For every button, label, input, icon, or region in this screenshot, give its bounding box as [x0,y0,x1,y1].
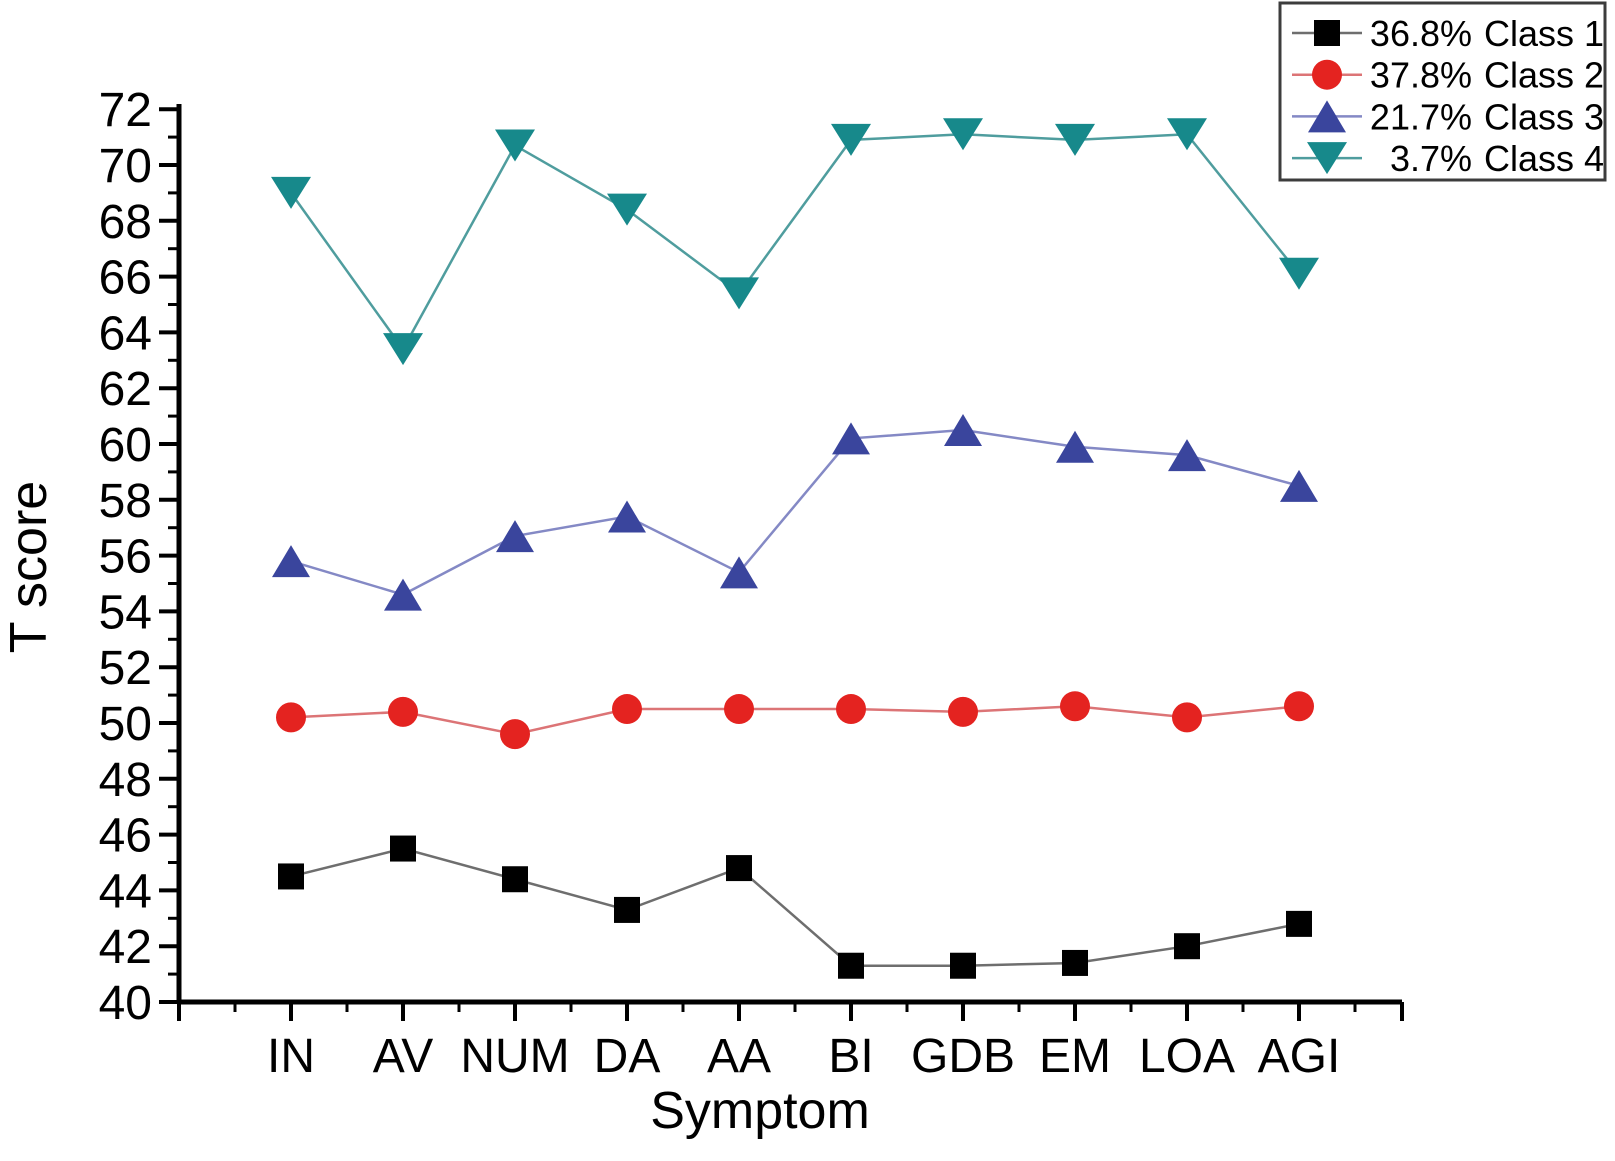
y-axis-title: T score [0,481,58,653]
y-tick-label: 52 [99,642,152,695]
point-class-1-DA [614,896,640,923]
point-class-4-AA [719,277,759,310]
point-class-3-DA [608,500,646,533]
point-class-4-GDB [943,118,983,151]
point-class-4-AGI [1279,257,1319,290]
legend-marker-square [1314,20,1340,46]
x-tick-label: DA [594,1030,661,1083]
point-class-4-LOA [1167,118,1207,151]
x-tick-label: AGI [1258,1030,1341,1083]
point-class-2-LOA [1172,702,1202,733]
series-line-class-3 [290,428,1300,597]
point-class-4-EM [1055,123,1095,156]
point-class-3-AGI [1280,469,1318,502]
y-tick-label: 48 [99,754,152,807]
point-class-1-IN [278,863,304,890]
x-tick-label: BI [828,1030,873,1083]
point-class-3-BI [832,422,870,455]
point-class-1-AA [726,855,752,882]
point-class-1-AGI [1286,910,1312,937]
y-tick-label: 42 [99,921,152,974]
y-tick-label: 72 [99,84,152,137]
y-tick-label: 58 [99,475,152,528]
point-class-2-BI [836,694,866,725]
legend-marker-triangle-up [1308,100,1346,133]
point-class-4-IN [271,176,311,209]
y-tick-label: 62 [99,363,152,416]
legend-class-label: Class 2 [1484,55,1604,96]
legend-marker-triangle-down [1307,142,1347,175]
point-class-2-GDB [948,696,978,727]
legend-pct: 36.8% [1370,13,1472,54]
y-tick-label: 70 [99,140,152,193]
y-tick-label: 54 [99,586,152,639]
point-class-4-NUM [495,129,535,162]
point-class-2-DA [612,694,642,725]
point-class-3-NUM [496,520,534,553]
legend-pct: 37.8% [1370,55,1472,96]
y-tick-label: 44 [99,865,152,918]
legend-class-label: Class 3 [1484,96,1604,137]
x-tick-label: LOA [1139,1030,1235,1083]
point-class-2-AV [388,696,418,727]
legend-marker-circle [1312,59,1342,90]
point-class-1-BI [838,952,864,979]
y-tick-label: 40 [99,977,152,1030]
series-line-class-4 [289,133,1300,352]
point-class-1-LOA [1174,933,1200,960]
point-class-4-AV [383,333,423,366]
legend-pct: 21.7% [1370,96,1472,137]
point-class-3-LOA [1168,439,1206,472]
series-line-class-2 [290,705,1300,736]
legend-pct: 3.7% [1390,138,1472,179]
series-line-class-1 [290,847,1300,967]
point-class-3-IN [272,545,310,578]
y-tick-label: 50 [99,698,152,751]
point-class-3-AA [720,556,758,589]
point-class-1-NUM [502,866,528,893]
x-tick-label: AV [373,1030,433,1083]
point-class-1-AV [390,835,416,862]
legend-class-label: Class 4 [1484,138,1604,179]
point-class-2-NUM [500,719,530,750]
point-class-4-DA [607,193,647,226]
legend-class-label: Class 1 [1484,13,1604,54]
y-tick-label: 60 [99,419,152,472]
x-tick-label: EM [1039,1030,1111,1083]
x-axis-title: Symptom [650,1082,870,1140]
point-class-2-AGI [1284,691,1314,722]
y-tick-label: 68 [99,196,152,249]
y-tick-label: 64 [99,307,152,360]
point-class-4-BI [831,123,871,156]
point-class-1-GDB [950,952,976,979]
y-tick-label: 46 [99,810,152,863]
point-class-3-GDB [944,414,982,447]
y-tick-label: 56 [99,531,152,584]
point-class-2-IN [276,702,306,733]
x-tick-label: NUM [460,1030,569,1083]
point-class-1-EM [1062,949,1088,976]
x-tick-label: AA [707,1030,771,1083]
point-class-2-EM [1060,691,1090,722]
point-class-3-EM [1056,430,1094,463]
x-tick-label: IN [267,1030,315,1083]
point-class-3-AV [384,578,422,611]
x-tick-label: GDB [911,1030,1015,1083]
point-class-2-AA [724,694,754,725]
y-tick-label: 66 [99,252,152,305]
